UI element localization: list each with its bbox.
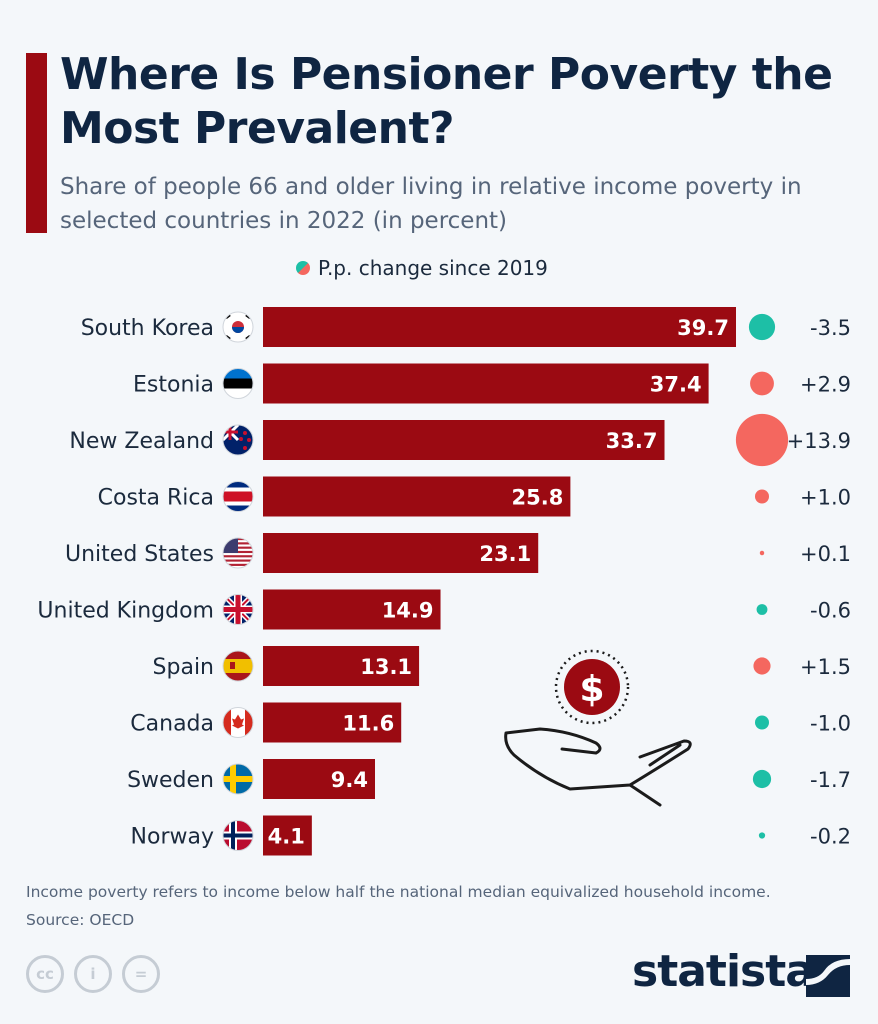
change-bubble (748, 313, 776, 341)
change-label: +2.9 (800, 373, 851, 397)
statista-logo[interactable]: statista (632, 946, 815, 997)
money-hand-icon: $ (504, 649, 692, 807)
category-label: Canada (130, 712, 214, 737)
bar-value-label: 11.6 (342, 712, 394, 736)
costa-rica-flag-icon (223, 481, 253, 512)
flag-border (222, 707, 254, 738)
south-korea-flag-icon (223, 312, 253, 342)
bar (263, 759, 375, 799)
title-accent-bar (26, 53, 47, 233)
flag-border (222, 763, 254, 795)
category-label: Norway (131, 825, 214, 850)
flag-border (222, 368, 254, 399)
change-bubble (758, 832, 766, 839)
flag-border (222, 311, 254, 343)
category-label: New Zealand (69, 429, 214, 454)
flag-border (222, 650, 254, 682)
canada-flag-icon (223, 707, 253, 738)
license-icons[interactable]: cc i = (26, 955, 160, 993)
change-bubble (750, 371, 774, 396)
bar-value-label: 14.9 (382, 599, 434, 623)
bar-value-label: 9.4 (331, 768, 368, 792)
change-label: -1.0 (810, 712, 851, 736)
category-label: Spain (153, 655, 214, 680)
bar (263, 702, 402, 743)
change-label: -3.5 (810, 316, 851, 340)
change-bubble (753, 657, 771, 675)
flag-border (222, 537, 254, 569)
spain-flag-icon (223, 651, 253, 681)
bar-value-label: 23.1 (479, 542, 531, 566)
change-label: +1.0 (800, 486, 851, 510)
bar (263, 476, 571, 517)
bar-value-label: 4.1 (268, 825, 305, 849)
flag-border (222, 820, 254, 851)
bar (263, 646, 420, 686)
estonia-flag-icon (223, 368, 253, 399)
change-label: -1.7 (810, 768, 851, 792)
new-zealand-flag-icon (223, 425, 253, 455)
sweden-flag-icon (223, 764, 253, 794)
bar (263, 533, 539, 573)
bar (263, 589, 441, 630)
bar-value-label: 39.7 (677, 316, 729, 340)
united-states-flag-icon (223, 538, 253, 568)
category-label: United Kingdom (37, 599, 214, 624)
bar (263, 363, 709, 404)
legend: P.p. change since 2019 (296, 256, 548, 280)
category-label: Costa Rica (98, 486, 214, 511)
norway-flag-icon (223, 820, 253, 851)
chart-title: Where Is Pensioner Poverty the Most Prev… (60, 49, 833, 154)
change-label: +0.1 (800, 542, 851, 566)
change-bubble (759, 550, 765, 556)
change-bubble (735, 413, 789, 467)
change-bubble (755, 489, 769, 504)
cc-icon: cc (26, 955, 64, 993)
legend-label: P.p. change since 2019 (318, 256, 548, 280)
bar-value-label: 13.1 (360, 655, 412, 679)
change-label: +1.5 (800, 655, 851, 679)
bar (263, 307, 736, 347)
source-text: Source: OECD (26, 911, 135, 929)
flag-border (222, 481, 254, 512)
change-bubble (752, 769, 772, 789)
united-kingdom-flag-icon (223, 594, 253, 625)
change-label: -0.2 (810, 825, 851, 849)
bar-value-label: 37.4 (650, 373, 702, 397)
chart-subtitle: Share of people 66 and older living in r… (60, 174, 802, 234)
attribution-icon: i (74, 955, 112, 993)
svg-text:$: $ (579, 669, 604, 710)
bar-value-label: 33.7 (606, 429, 658, 453)
flag-border (222, 594, 254, 625)
change-label: -0.6 (810, 599, 851, 623)
category-label: South Korea (81, 316, 214, 341)
category-label: Estonia (133, 373, 214, 398)
bar (263, 420, 665, 460)
change-bubble (756, 604, 768, 615)
change-label: +13.9 (787, 429, 851, 453)
statista-logo-mark-icon (806, 955, 850, 997)
bar-chart: South Korea 39.7 -3.5 Estonia 37.4 +2.9 New Ze… (37, 307, 851, 856)
legend-dot-icon (296, 261, 310, 275)
bar-value-label: 25.8 (512, 486, 564, 510)
category-label: United States (65, 542, 214, 567)
flag-border (222, 424, 254, 456)
footnote: Income poverty refers to income below ha… (26, 878, 771, 934)
footnote-text: Income poverty refers to income below ha… (26, 883, 771, 901)
no-derivatives-icon: = (122, 955, 160, 993)
change-bubble (755, 715, 769, 730)
bar (263, 815, 312, 856)
category-label: Sweden (127, 768, 214, 793)
